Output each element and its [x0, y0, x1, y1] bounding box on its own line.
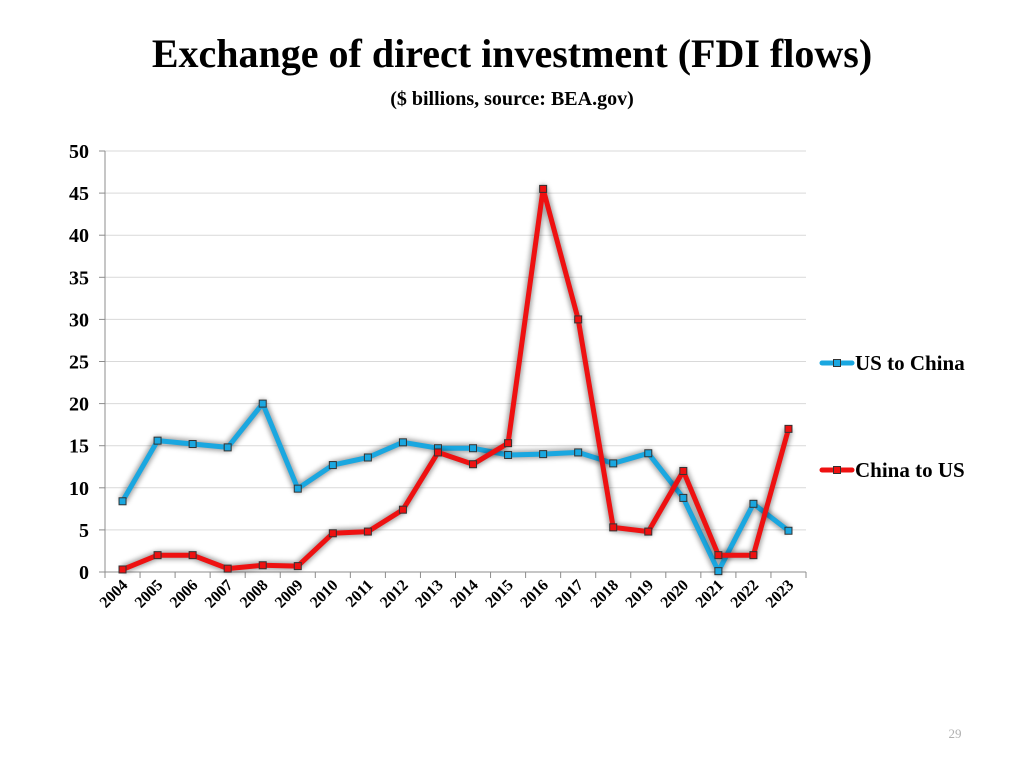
data-point-china-to-us-2021 [714, 551, 723, 560]
slide-subtitle: ($ billions, source: BEA.gov) [390, 88, 634, 110]
x-tick-label-2013: 2013 [412, 577, 447, 612]
series-lines [118, 184, 793, 576]
data-point-us-to-china-2011 [363, 453, 372, 462]
y-tick-label-5: 5 [79, 520, 89, 542]
x-tick-label-2011: 2011 [343, 577, 377, 611]
y-tick-label-45: 45 [69, 183, 89, 205]
data-point-china-to-us-2009 [293, 562, 302, 571]
data-point-us-to-china-2004 [118, 497, 127, 506]
legend: US to China China to US [819, 351, 965, 482]
x-tick-label-2022: 2022 [728, 577, 763, 612]
y-tick-label-35: 35 [69, 267, 89, 289]
legend-label-china-to-us: China to US [855, 458, 965, 482]
data-point-us-to-china-2015 [504, 450, 513, 459]
data-point-china-to-us-2013 [433, 448, 442, 457]
data-point-us-to-china-2012 [398, 438, 407, 447]
data-point-china-to-us-2023 [784, 424, 793, 433]
data-point-china-to-us-2005 [153, 551, 162, 560]
legend-label-us-to-china: US to China [855, 351, 965, 375]
data-point-china-to-us-2008 [258, 561, 267, 570]
x-tick-label-2015: 2015 [482, 577, 517, 612]
x-tick-label-2004: 2004 [97, 577, 132, 612]
axes: 0 5 10 15 20 25 30 35 40 45 50 2004 2005 2006 2007 2008… [69, 141, 807, 612]
y-tick-label-20: 20 [69, 394, 89, 416]
data-point-us-to-china-2021 [714, 567, 723, 576]
legend-marker-china-to-us [833, 466, 841, 474]
x-tick-label-2014: 2014 [447, 577, 482, 612]
data-point-china-to-us-2017 [574, 315, 583, 324]
data-point-china-to-us-2010 [328, 529, 337, 538]
x-tick-label-2010: 2010 [307, 577, 342, 612]
series-line-us-to-china [120, 401, 791, 574]
y-tick-label-0: 0 [79, 562, 89, 584]
data-point-us-to-china-2019 [644, 449, 653, 458]
data-point-us-to-china-2018 [609, 459, 618, 468]
data-point-china-to-us-2006 [188, 551, 197, 560]
data-point-us-to-china-2010 [328, 461, 337, 470]
y-tick-label-25: 25 [69, 352, 89, 374]
series-line-china-to-us [120, 186, 791, 572]
data-point-china-to-us-2015 [504, 439, 513, 448]
data-point-china-to-us-2004 [118, 565, 127, 574]
data-point-us-to-china-2009 [293, 484, 302, 493]
y-tick-label-10: 10 [69, 478, 89, 500]
data-point-us-to-china-2023 [784, 526, 793, 535]
data-point-us-to-china-2007 [223, 443, 232, 452]
gridlines [105, 150, 806, 531]
legend-marker-us-to-china [833, 359, 841, 367]
slide-title: Exchange of direct investment (FDI flows… [151, 31, 873, 76]
data-point-us-to-china-2006 [188, 440, 197, 449]
x-tick-label-2008: 2008 [237, 577, 272, 612]
data-point-us-to-china-2022 [749, 499, 758, 508]
data-point-china-to-us-2016 [539, 184, 548, 193]
data-point-china-to-us-2012 [398, 505, 407, 514]
x-tick-label-2020: 2020 [658, 577, 693, 612]
data-point-us-to-china-2005 [153, 436, 162, 445]
page-number: 29 [948, 726, 962, 741]
x-tick-label-2018: 2018 [587, 577, 622, 612]
x-tick-label-2012: 2012 [377, 577, 412, 612]
data-point-china-to-us-2022 [749, 551, 758, 560]
x-tick-label-2021: 2021 [693, 577, 728, 612]
data-point-china-to-us-2011 [363, 527, 372, 536]
data-point-china-to-us-2019 [644, 527, 653, 536]
y-tick-label-15: 15 [69, 436, 89, 458]
x-tick-label-2019: 2019 [622, 577, 657, 612]
x-tick-label-2005: 2005 [132, 577, 167, 612]
data-point-china-to-us-2018 [609, 523, 618, 532]
x-tick-label-2023: 2023 [763, 577, 798, 612]
data-point-china-to-us-2014 [469, 460, 478, 469]
data-point-china-to-us-2020 [679, 466, 688, 475]
x-tick-label-2009: 2009 [272, 577, 307, 612]
data-point-us-to-china-2016 [539, 450, 548, 459]
y-tick-label-40: 40 [69, 225, 89, 247]
data-point-china-to-us-2007 [223, 564, 232, 573]
data-point-us-to-china-2008 [258, 399, 267, 408]
x-tick-label-2007: 2007 [202, 577, 237, 612]
y-tick-label-30: 30 [69, 309, 89, 331]
y-tick-label-50: 50 [69, 141, 89, 163]
data-point-us-to-china-2014 [469, 444, 478, 453]
data-point-us-to-china-2017 [574, 448, 583, 457]
x-tick-label-2006: 2006 [167, 577, 202, 612]
x-tick-label-2016: 2016 [517, 577, 552, 612]
x-tick-label-2017: 2017 [552, 577, 587, 612]
data-point-us-to-china-2020 [679, 493, 688, 502]
